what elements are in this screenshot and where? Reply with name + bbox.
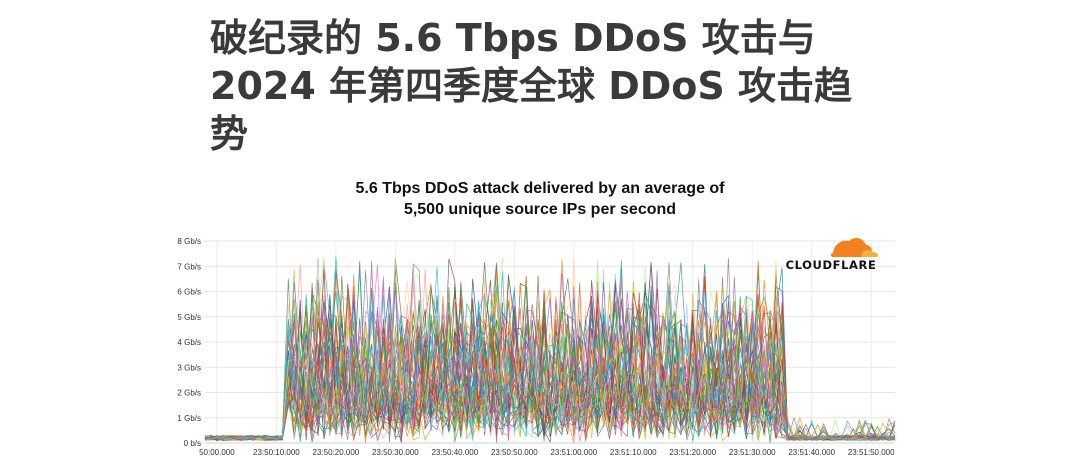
y-tick-label: 4 Gb/s bbox=[177, 338, 201, 347]
y-tick-label: 3 Gb/s bbox=[177, 363, 201, 372]
x-tick-label: 23:51:10.000 bbox=[610, 448, 657, 457]
x-tick-label: 23:50:50.000 bbox=[491, 448, 538, 457]
traffic-series-line bbox=[204, 262, 896, 441]
y-tick-label: 6 Gb/s bbox=[177, 288, 201, 297]
chart-series bbox=[204, 256, 896, 444]
traffic-series-line bbox=[204, 265, 896, 441]
y-tick-label: 5 Gb/s bbox=[177, 313, 201, 322]
cloudflare-logo: CLOUDFLARE bbox=[781, 233, 881, 273]
cloud-icon bbox=[830, 237, 879, 257]
x-tick-label: 23:50:10.000 bbox=[253, 448, 300, 457]
chart-title-line-1: 5.6 Tbps DDoS attack delivered by an ave… bbox=[355, 180, 725, 197]
y-tick-label: 8 Gb/s bbox=[177, 237, 201, 246]
x-tick-label: 23:50:20.000 bbox=[313, 448, 360, 457]
x-tick-label: 23:51:30.000 bbox=[729, 448, 776, 457]
x-tick-label: 23:51:40.000 bbox=[788, 448, 835, 457]
x-tick-label: 50:00.000 bbox=[199, 448, 235, 457]
traffic-series-line bbox=[204, 299, 896, 443]
x-tick-label: 23:50:40.000 bbox=[431, 448, 478, 457]
y-tick-label: 7 Gb/s bbox=[177, 262, 201, 271]
y-tick-label: 1 Gb/s bbox=[177, 414, 201, 423]
y-tick-label: 0 b/s bbox=[184, 439, 201, 448]
x-axis-ticks: 50:00.000 23:50:10.000 23:50:20.000 23:50:3… bbox=[199, 448, 895, 457]
traffic-series-line bbox=[204, 273, 896, 441]
y-tick-label: 2 Gb/s bbox=[177, 389, 201, 398]
x-tick-label: 23:51:50.000 bbox=[848, 448, 895, 457]
headline-line-3: 势 bbox=[210, 112, 249, 156]
headline-line-1: 破纪录的 5.6 Tbps DDoS 攻击与 bbox=[210, 16, 816, 60]
traffic-series-line bbox=[204, 265, 896, 442]
x-tick-label: 23:51:20.000 bbox=[669, 448, 716, 457]
traffic-series-line bbox=[204, 266, 896, 441]
chart-title: 5.6 Tbps DDoS attack delivered by an ave… bbox=[290, 178, 790, 220]
chart-title-line-2: 5,500 unique source IPs per second bbox=[403, 201, 677, 218]
traffic-series-line bbox=[204, 270, 896, 441]
traffic-series-line bbox=[204, 258, 896, 441]
y-axis-ticks: 0 b/s 1 Gb/s 2 Gb/s 3 Gb/s 4 Gb/s 5 Gb/s 6 Gb/… bbox=[177, 237, 201, 448]
x-tick-label: 23:51:00.000 bbox=[550, 448, 597, 457]
traffic-series-line bbox=[204, 258, 896, 441]
logo-wordmark: CLOUDFLARE bbox=[785, 258, 877, 272]
headline-line-2: 2024 年第四季度全球 DDoS 攻击趋 bbox=[210, 64, 853, 108]
article-headline: 破纪录的 5.6 Tbps DDoS 攻击与 2024 年第四季度全球 DDoS… bbox=[210, 14, 890, 158]
x-tick-label: 23:50:30.000 bbox=[372, 448, 419, 457]
